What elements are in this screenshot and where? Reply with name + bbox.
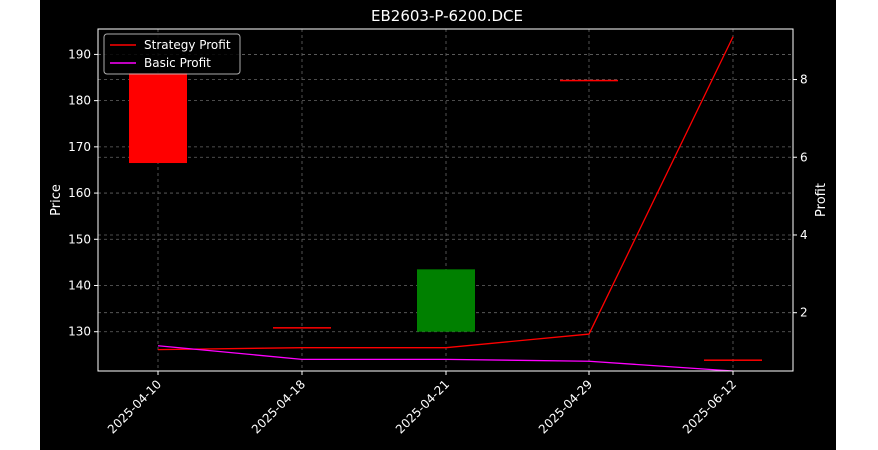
basic-profit-line: [157, 345, 734, 372]
x-tick-label: 2025-04-10: [105, 377, 164, 436]
x-tick-label: 2025-04-18: [249, 377, 308, 436]
candle-body: [129, 72, 187, 164]
y-tick-label: 140: [68, 279, 91, 293]
y-tick-label: 190: [68, 47, 91, 61]
y-axis-label: Price: [49, 184, 64, 216]
chart-svg: EB2603-P-6200.DCE 130 140 150 160 170 180 190 2…: [49, 7, 829, 436]
profit-lines: [157, 36, 734, 372]
legend-strategy-label: Strategy Profit: [144, 38, 231, 52]
chart-title: EB2603-P-6200.DCE: [371, 7, 523, 25]
y2-axis-label: Profit: [814, 183, 829, 217]
legend: Strategy Profit Basic Profit: [103, 33, 241, 75]
x-tick-label: 2025-04-21: [393, 377, 452, 436]
chart-figure: EB2603-P-6200.DCE 130 140 150 160 170 180 190 2…: [40, 0, 836, 450]
candle-body: [704, 359, 762, 361]
candle-body: [273, 327, 331, 329]
y2-tick-label: 4: [800, 228, 808, 242]
y-tick-label: 150: [68, 232, 91, 246]
y-tick-label: 130: [68, 325, 91, 339]
strategy-profit-line: [157, 36, 734, 351]
y-tick-label: 160: [68, 186, 91, 200]
legend-box: [103, 33, 241, 75]
candle-bodies: [129, 72, 762, 361]
y2-tick-label: 2: [800, 306, 808, 320]
y2-tick-label: 6: [800, 150, 808, 164]
x-tick-label: 2025-06-12: [680, 377, 739, 436]
legend-basic-label: Basic Profit: [144, 56, 211, 70]
y2-tick-label: 8: [800, 73, 808, 87]
x-tick-label: 2025-04-29: [536, 377, 595, 436]
y-tick-label: 180: [68, 94, 91, 108]
candle-body: [417, 269, 475, 332]
candle-body: [560, 79, 618, 82]
y-tick-label: 170: [68, 140, 91, 154]
